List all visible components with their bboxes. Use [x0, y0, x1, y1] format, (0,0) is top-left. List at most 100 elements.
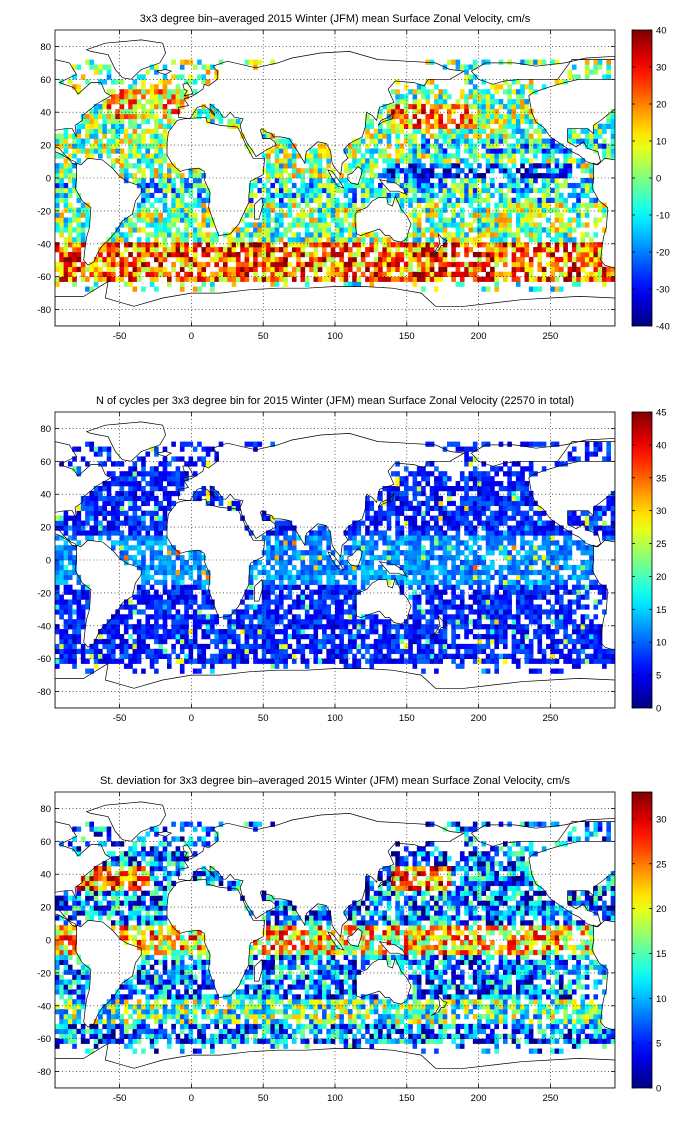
heatmap-cell [524, 182, 530, 189]
heatmap-cell [459, 217, 465, 223]
heatmap-cell [55, 609, 60, 615]
heatmap-cell [554, 242, 560, 248]
heatmap-cell [179, 281, 185, 287]
heatmap-cell [283, 530, 288, 536]
heatmap-cell [533, 252, 538, 258]
heatmap-cell [205, 192, 211, 199]
heatmap-cell [391, 505, 396, 511]
heatmap-cell [412, 99, 418, 105]
heatmap-cell [257, 252, 263, 258]
heatmap-cell [205, 212, 211, 218]
heatmap-cell [610, 108, 615, 115]
heatmap-cell [464, 108, 469, 115]
heatmap-cell [291, 276, 297, 282]
heatmap-cell [343, 589, 349, 595]
heatmap-cell [313, 619, 319, 625]
heatmap-cell [93, 276, 99, 282]
heatmap-cell [464, 94, 469, 100]
heatmap-cell [141, 247, 146, 253]
heatmap-cell [309, 555, 314, 561]
heatmap-cell [326, 560, 331, 566]
heatmap-cell [459, 138, 465, 144]
heatmap-cell [128, 281, 133, 287]
heatmap-cell [123, 256, 129, 263]
heatmap-cell [546, 252, 551, 258]
heatmap-cell [76, 624, 82, 630]
heatmap-cell [477, 104, 482, 110]
heatmap-cell [192, 108, 198, 115]
heatmap-cell [227, 232, 232, 238]
heatmap-cell [154, 247, 159, 253]
heatmap-cell [257, 232, 263, 238]
heatmap-cell [106, 510, 112, 516]
heatmap-cell [210, 599, 215, 605]
heatmap-cell [175, 74, 181, 80]
heatmap-cell [179, 247, 185, 253]
heatmap-cell [287, 178, 293, 184]
heatmap-cell [154, 495, 159, 502]
heatmap-cell [188, 564, 194, 571]
heatmap-cell [442, 182, 448, 189]
heatmap-cell [145, 232, 151, 238]
heatmap-cell [300, 564, 306, 571]
heatmap-cell [541, 158, 547, 164]
heatmap-cell [412, 252, 418, 258]
heatmap-cell [93, 261, 99, 268]
heatmap-cell [283, 163, 288, 169]
heatmap-cell [563, 242, 568, 248]
heatmap-cell [244, 614, 250, 620]
heatmap-cell [179, 629, 185, 635]
heatmap-cell [515, 104, 521, 110]
heatmap-cell [464, 237, 469, 243]
heatmap-cell [162, 520, 168, 526]
heatmap-cell [317, 530, 323, 536]
heatmap-cell [515, 79, 521, 85]
heatmap-cell [287, 634, 293, 640]
heatmap-cell [580, 138, 586, 144]
heatmap-cell [98, 69, 103, 75]
heatmap-cell [352, 545, 357, 551]
heatmap-cell [369, 187, 375, 194]
heatmap-cell [106, 128, 112, 134]
heatmap-cell [515, 207, 521, 213]
heatmap-cell [520, 113, 525, 120]
heatmap-cell [550, 197, 555, 203]
heatmap-cell [266, 232, 271, 238]
heatmap-cell [326, 564, 331, 571]
heatmap-cell [399, 505, 405, 511]
heatmap-cell [149, 560, 155, 566]
heatmap-cell [309, 648, 314, 655]
heatmap-cell [270, 197, 275, 203]
heatmap-cell [503, 227, 508, 233]
heatmap-cell [141, 84, 146, 90]
heatmap-cell [455, 173, 461, 179]
heatmap-cell [197, 579, 202, 585]
heatmap-cell [498, 163, 504, 169]
heatmap-cell [455, 158, 461, 164]
heatmap-cell [494, 202, 499, 208]
heatmap-cell [395, 555, 400, 561]
heatmap-cell [511, 266, 517, 273]
heatmap-cell [67, 550, 73, 556]
heatmap-cell [80, 232, 86, 238]
heatmap-cell [197, 168, 202, 174]
heatmap-cell [317, 197, 323, 203]
heatmap-cell [287, 594, 293, 600]
heatmap-cell [507, 99, 512, 105]
heatmap-cell [429, 252, 435, 258]
heatmap-cell [352, 638, 357, 645]
heatmap-cell [154, 212, 159, 218]
heatmap-cell [111, 242, 116, 248]
heatmap-cell [352, 663, 357, 669]
heatmap-cell [382, 555, 387, 561]
heatmap-cell [494, 232, 499, 238]
heatmap-cell [528, 158, 534, 164]
heatmap-cell [395, 579, 400, 585]
heatmap-cell [102, 486, 107, 492]
heatmap-cell [395, 123, 400, 129]
heatmap-cell [365, 178, 370, 184]
heatmap-cell [141, 495, 146, 502]
heatmap-cell [291, 614, 297, 620]
heatmap-cell [559, 286, 564, 292]
heatmap-cell [123, 168, 129, 174]
